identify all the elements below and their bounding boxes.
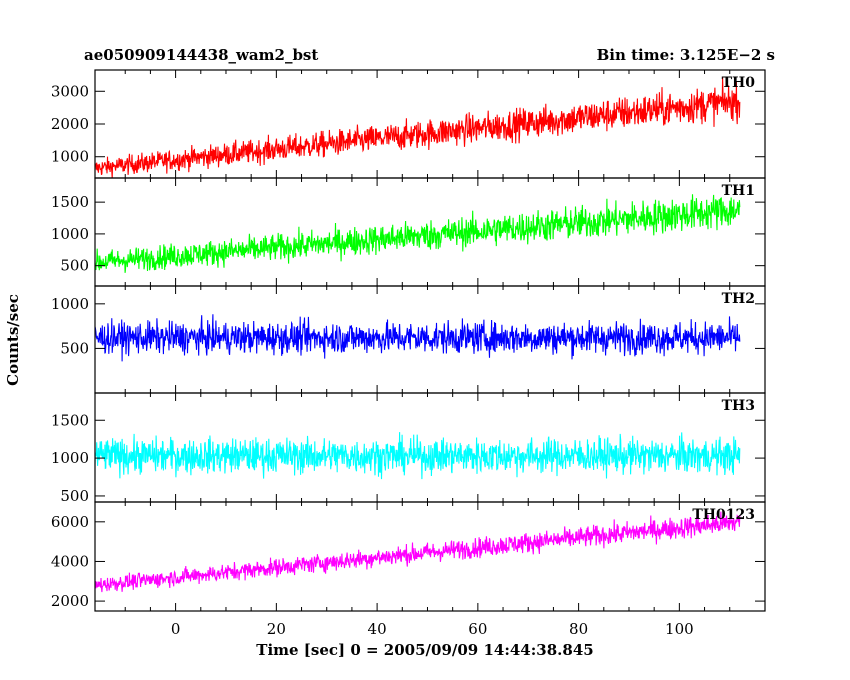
x-tick-label: 80: [569, 620, 588, 638]
x-tick-label: 0: [171, 620, 181, 638]
panel-label-th3: TH3: [722, 398, 755, 414]
panel-label-th1: TH1: [722, 183, 755, 199]
y-tick-label: 1500: [51, 193, 89, 211]
panel-label-th0: TH0: [722, 75, 756, 91]
y-tick-label: 500: [60, 487, 89, 505]
y-tick-label: 500: [60, 339, 89, 357]
series-line-th1: [95, 194, 741, 273]
y-tick-label: 500: [60, 257, 89, 275]
x-tick-label: 100: [665, 620, 694, 638]
panel-frame-th0123: [94, 501, 766, 612]
y-tick-label: 2000: [51, 115, 89, 133]
series-line-th3: [95, 432, 741, 480]
y-tick-label: 1000: [51, 449, 89, 467]
y-tick-label: 1000: [51, 295, 89, 313]
y-tick-label: 6000: [51, 513, 89, 531]
chart-title: ae050909144438_wam2_bst: [84, 46, 318, 64]
y-tick-label: 3000: [51, 82, 89, 100]
y-tick-label: 1000: [51, 148, 89, 166]
bin-time-label: Bin time: 3.125E−2 s: [597, 46, 775, 64]
x-tick-label: 60: [468, 620, 487, 638]
x-tick-label: 40: [368, 620, 387, 638]
y-tick-label: 2000: [51, 592, 89, 610]
y-tick-label: 4000: [51, 552, 89, 570]
series-line-th0: [95, 76, 741, 178]
series-line-th0123: [95, 511, 741, 593]
panel-label-th0123: TH0123: [692, 507, 755, 523]
y-tick-label: 1500: [51, 411, 89, 429]
x-tick-label: 20: [267, 620, 286, 638]
x-axis-title: Time [sec] 0 = 2005/09/09 14:44:38.845: [256, 641, 593, 659]
y-axis-title: Counts/sec: [4, 294, 22, 386]
y-tick-label: 1000: [51, 225, 89, 243]
series-line-th2: [95, 314, 741, 362]
panel-frame-th3: [94, 392, 766, 503]
panel-label-th2: TH2: [722, 291, 755, 307]
